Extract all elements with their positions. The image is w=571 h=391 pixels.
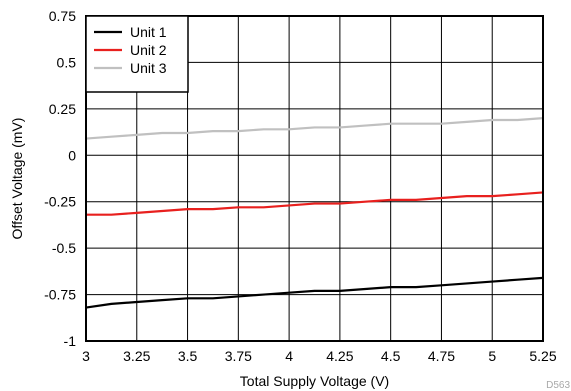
x-tick-label: 4: [285, 348, 293, 364]
x-axis-label: Total Supply Voltage (V): [240, 373, 389, 389]
plot-frame: [85, 15, 544, 342]
y-tick-label: 0.5: [57, 54, 77, 70]
x-tick-label: 3: [82, 348, 90, 364]
y-tick-label: -1: [64, 333, 77, 349]
legend-box: [85, 15, 189, 93]
y-tick-label: 0: [68, 147, 76, 163]
series-line-unit-2: [86, 191, 544, 216]
x-tick-label: 5.25: [529, 348, 556, 364]
legend-entry-label: Unit 3: [130, 60, 167, 76]
y-tick-label: -0.5: [52, 240, 76, 256]
series-line-unit-1: [85, 276, 544, 309]
y-tick-label: -0.75: [44, 287, 76, 303]
y-tick-label: -0.25: [44, 194, 76, 210]
y-tick-label: 0.25: [49, 101, 76, 117]
series-line-unit-3: [85, 117, 544, 140]
x-tick-label: 3.5: [178, 348, 198, 364]
legend: Unit 1 Unit 2 Unit 3: [85, 15, 189, 93]
x-tick-label: 3.25: [123, 348, 150, 364]
legend-entry-label: Unit 2: [130, 42, 167, 58]
series-lines: [85, 117, 544, 309]
x-tick-label: 3.75: [225, 348, 252, 364]
figure-code-label: D563: [546, 380, 570, 391]
y-axis-label: Offset Voltage (mV): [9, 118, 25, 240]
x-tick-label: 4.75: [428, 348, 455, 364]
x-axis-ticks: 3 3.25 3.5 3.75 4 4.25 4.5 4.75 5 5.25: [82, 348, 557, 364]
y-tick-label: 0.75: [49, 8, 76, 24]
x-tick-label: 4.25: [326, 348, 353, 364]
x-tick-label: 4.5: [381, 348, 401, 364]
y-axis-ticks: -1 -0.75 -0.5 -0.25 0 0.25 0.5 0.75: [44, 8, 76, 349]
x-tick-label: 5: [488, 348, 496, 364]
legend-entry-label: Unit 1: [130, 24, 167, 40]
